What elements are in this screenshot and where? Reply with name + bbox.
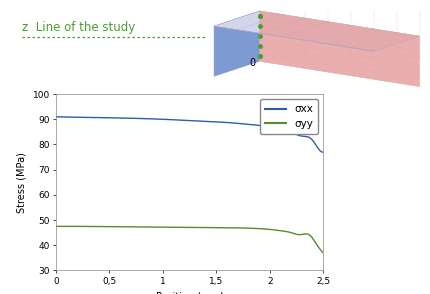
σyy	[198, 226, 203, 229]
Text: z  Line of the study: z Line of the study	[22, 21, 135, 34]
Text: 0: 0	[249, 59, 255, 69]
σxx	[181, 118, 187, 122]
Y-axis label: Stress (MPa): Stress (MPa)	[17, 152, 27, 213]
σxx	[319, 150, 325, 154]
σyy	[182, 225, 187, 229]
σxx	[197, 119, 203, 123]
σyy	[314, 244, 319, 247]
Legend: σxx, σyy: σxx, σyy	[259, 99, 317, 134]
σxx	[53, 115, 58, 118]
Line: σxx: σxx	[56, 117, 322, 152]
σxx	[313, 145, 319, 148]
Polygon shape	[213, 11, 419, 51]
Line: σyy: σyy	[56, 226, 322, 253]
σxx	[180, 118, 185, 122]
σyy	[64, 225, 69, 228]
Polygon shape	[213, 11, 259, 76]
Polygon shape	[259, 11, 419, 86]
σyy	[272, 228, 277, 232]
σyy	[212, 226, 218, 229]
σxx	[272, 126, 277, 130]
σyy	[181, 225, 186, 229]
σxx	[320, 150, 325, 154]
σxx	[212, 120, 217, 123]
σyy	[320, 251, 325, 255]
σyy	[53, 225, 58, 228]
X-axis label: Position (mm): Position (mm)	[155, 291, 223, 294]
